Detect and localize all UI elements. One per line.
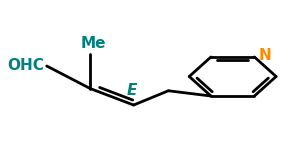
Text: Me: Me: [80, 36, 106, 51]
Text: OHC: OHC: [8, 58, 45, 73]
Text: N: N: [259, 48, 271, 63]
Text: E: E: [126, 83, 137, 98]
